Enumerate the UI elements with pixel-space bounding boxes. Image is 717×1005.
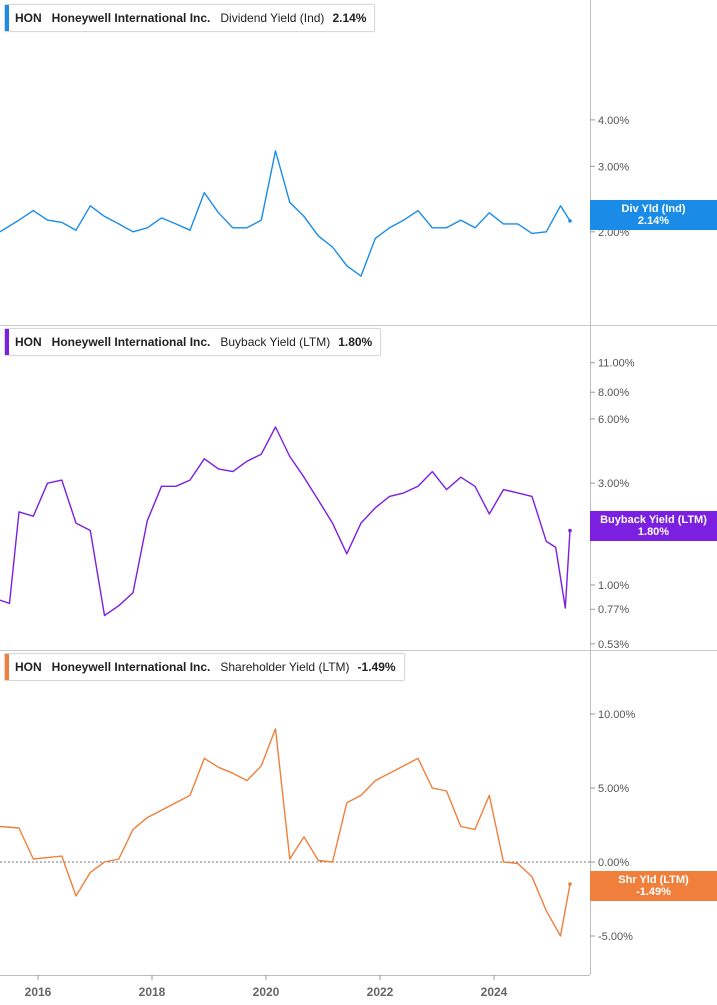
legend-metric: Shareholder Yield (LTM) xyxy=(220,660,350,674)
last-value-tag-buyback: Buyback Yield (LTM) 1.80% xyxy=(590,511,717,541)
y-tick-label: 10.00% xyxy=(598,709,636,721)
y-tick-label: 11.00% xyxy=(598,358,635,370)
y-tick-label: 5.00% xyxy=(598,783,629,795)
series-line-dividend xyxy=(0,150,571,277)
x-tick-label: 2016 xyxy=(25,985,52,999)
tag-value: -1.49% xyxy=(636,886,671,898)
legend-ticker: HON xyxy=(15,660,42,674)
legend-company: Honeywell International Inc. xyxy=(51,335,211,349)
last-value-tag-shareholder: Shr Yld (LTM) -1.49% xyxy=(590,871,717,901)
y-tick-label: 3.00% xyxy=(598,161,629,173)
legend-color-swatch xyxy=(5,329,9,355)
y-tick-label: 4.00% xyxy=(598,115,629,127)
last-value-tag-dividend: Div Yld (Ind) 2.14% xyxy=(590,200,717,230)
y-tick-label: 8.00% xyxy=(598,387,629,399)
legend-color-swatch xyxy=(5,5,9,31)
legend-metric: Buyback Yield (LTM) xyxy=(220,335,331,349)
legend-ticker: HON xyxy=(15,335,42,349)
legend-company: Honeywell International Inc. xyxy=(51,11,211,25)
last-point xyxy=(568,528,572,533)
y-tick-label: 1.00% xyxy=(598,580,629,592)
legend-metric: Dividend Yield (Ind) xyxy=(220,11,325,25)
legend-color-swatch xyxy=(5,654,9,680)
tag-label: Div Yld (Ind) xyxy=(621,203,686,215)
x-tick-label: 2018 xyxy=(139,985,166,999)
y-tick-label: 3.00% xyxy=(598,478,629,490)
tag-label: Buyback Yield (LTM) xyxy=(600,514,707,526)
last-point xyxy=(568,882,572,886)
x-tick-label: 2020 xyxy=(253,985,280,999)
y-tick-label: 0.77% xyxy=(598,604,629,616)
x-tick-label: 2024 xyxy=(481,985,508,999)
y-tick-label: -5.00% xyxy=(598,931,633,943)
last-point xyxy=(568,219,572,223)
y-tick-label: 0.00% xyxy=(598,857,629,869)
legend-dividend-yield: HON Honeywell International Inc. Dividen… xyxy=(4,4,376,32)
y-tick-label: 0.53% xyxy=(598,639,629,651)
legend-ticker: HON xyxy=(15,11,42,25)
series-line-buyback xyxy=(0,426,571,617)
tag-value: 2.14% xyxy=(637,215,670,227)
legend-value: 2.14% xyxy=(332,11,367,25)
legend-buyback-yield: HON Honeywell International Inc. Buyback… xyxy=(4,328,382,356)
legend-value: -1.49% xyxy=(357,660,396,674)
x-tick-label: 2022 xyxy=(367,985,394,999)
legend-value: 1.80% xyxy=(338,335,373,349)
tag-value: 1.80% xyxy=(637,526,670,538)
legend-company: Honeywell International Inc. xyxy=(51,660,211,674)
legend-shareholder-yield: HON Honeywell International Inc. Shareho… xyxy=(4,653,405,681)
tag-label: Shr Yld (LTM) xyxy=(618,874,689,886)
y-tick-label: 6.00% xyxy=(598,414,629,426)
series-line-shareholder xyxy=(0,728,571,937)
